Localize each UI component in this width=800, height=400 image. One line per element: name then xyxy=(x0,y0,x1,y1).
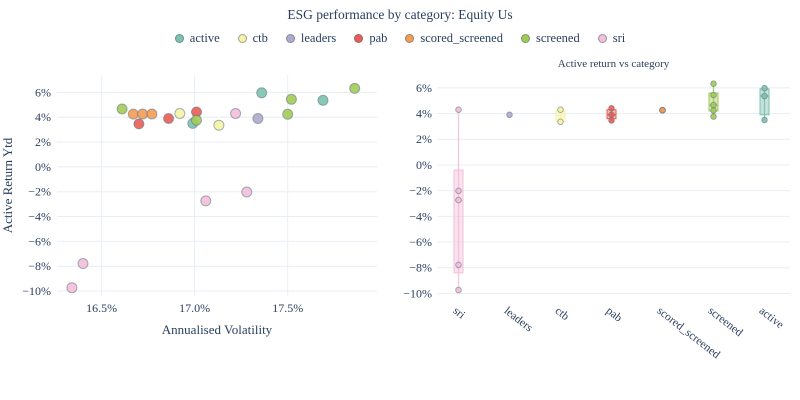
y-tick-label: 6% xyxy=(416,81,432,95)
legend-item-active[interactable]: active xyxy=(174,31,220,46)
data-point-sri[interactable] xyxy=(200,195,212,207)
legend-marker-icon xyxy=(597,34,607,43)
data-point-screened[interactable] xyxy=(116,103,128,115)
legend-item-leaders[interactable]: leaders xyxy=(285,31,337,46)
y-tick-label: −8% xyxy=(409,261,432,275)
legend-item-label: active xyxy=(189,31,220,45)
data-point-sri[interactable] xyxy=(455,196,462,204)
data-point-ctb[interactable] xyxy=(557,118,564,126)
y-tick-label: −10% xyxy=(403,286,432,300)
data-point-screened[interactable] xyxy=(710,107,717,114)
data-point-screened[interactable] xyxy=(349,82,361,94)
y-tick-label: −2% xyxy=(28,185,51,199)
x-tick-label: 17.0% xyxy=(179,301,210,315)
data-point-screened[interactable] xyxy=(282,108,294,120)
legend-item-label: scored_screened xyxy=(420,31,503,45)
box-active[interactable] xyxy=(759,88,770,116)
data-point-screened[interactable] xyxy=(285,93,297,105)
data-point-active[interactable] xyxy=(317,94,329,106)
data-point-pab[interactable] xyxy=(608,104,615,112)
y-axis-title: Active Return Ytd xyxy=(0,137,15,233)
legend-marker-icon xyxy=(174,34,184,43)
data-point-screened[interactable] xyxy=(710,101,717,109)
legend-item-ctb[interactable]: ctb xyxy=(237,31,268,46)
right-subplot-title: Active return vs category xyxy=(557,58,670,70)
y-tick-label: 6% xyxy=(35,85,51,99)
scatter-plot: 6% 4% 2% 0% −2% −4% −6% −8% −10% 16.5% 17.0% 17.5% A… xyxy=(0,75,377,337)
y-tick-label: −2% xyxy=(409,184,432,198)
y-tick-label: 0% xyxy=(35,160,51,174)
legend-item-sri[interactable]: sri xyxy=(597,31,626,46)
data-point-ctb[interactable] xyxy=(213,119,225,131)
data-point-pab[interactable] xyxy=(133,118,145,130)
box-sri[interactable] xyxy=(453,169,464,274)
legend-item-pab[interactable]: pab xyxy=(354,31,387,46)
data-point-ctb[interactable] xyxy=(174,108,186,119)
x-category-label: ctb xyxy=(553,305,572,323)
x-category-label: active xyxy=(757,305,786,331)
data-point-scored_screened[interactable] xyxy=(127,108,139,120)
data-point-sri[interactable] xyxy=(455,286,462,294)
y-tick-label: 4% xyxy=(35,110,51,124)
x-tick-label: 16.5% xyxy=(86,301,117,315)
data-point-leaders[interactable] xyxy=(252,113,264,124)
legend: active ctb leaders pab scored_screened screen… xyxy=(0,31,800,46)
data-point-active[interactable] xyxy=(761,92,768,100)
legend-item-label: screened xyxy=(535,31,580,45)
data-point-scored_screened[interactable] xyxy=(659,106,666,114)
box-plot: 6% 4% 2% 0% −2% −4% −6% −8% −10% sri leaders ctb pab… xyxy=(403,80,790,361)
data-point-sri[interactable] xyxy=(455,106,462,114)
legend-marker-icon xyxy=(405,34,415,43)
data-point-active[interactable] xyxy=(761,84,768,92)
y-tick-label: −8% xyxy=(28,259,51,273)
data-point-screened[interactable] xyxy=(710,113,717,120)
legend-item-label: sri xyxy=(612,31,626,45)
y-tick-label: −4% xyxy=(409,209,432,223)
data-point-pab[interactable] xyxy=(163,113,175,124)
data-point-sri[interactable] xyxy=(66,282,78,294)
data-point-active[interactable] xyxy=(256,87,268,99)
legend-item-label: pab xyxy=(369,31,388,45)
data-point-ctb[interactable] xyxy=(557,106,564,114)
y-tick-label: −10% xyxy=(22,284,51,298)
data-point-scored_screened[interactable] xyxy=(146,108,158,120)
data-point-scored_screened[interactable] xyxy=(137,108,149,120)
legend-marker-icon xyxy=(285,34,295,43)
x-tick-label: 17.5% xyxy=(272,301,303,315)
legend-marker-icon xyxy=(520,34,530,43)
legend-item-scored_screened[interactable]: scored_screened xyxy=(405,31,503,46)
y-tick-label: 4% xyxy=(416,107,432,121)
y-tick-label: −6% xyxy=(409,235,432,249)
data-point-screened[interactable] xyxy=(710,91,717,99)
data-point-sri[interactable] xyxy=(455,261,462,269)
data-point-screened[interactable] xyxy=(191,114,202,126)
data-point-sri[interactable] xyxy=(230,108,242,119)
data-point-leaders[interactable] xyxy=(506,111,513,119)
x-category-label: pab xyxy=(604,305,625,325)
y-tick-label: −6% xyxy=(28,234,51,248)
legend-marker-icon xyxy=(354,34,364,43)
y-tick-label: 2% xyxy=(416,132,432,146)
data-point-screened[interactable] xyxy=(710,80,717,88)
legend-marker-icon xyxy=(237,34,247,43)
x-category-label: sri xyxy=(451,305,467,322)
y-tick-label: 0% xyxy=(416,158,432,172)
x-category-label: screened xyxy=(706,305,745,339)
data-point-pab[interactable] xyxy=(608,117,615,124)
page-title: ESG performance by category: Equity Us xyxy=(287,7,513,22)
y-tick-label: 2% xyxy=(35,135,51,149)
legend-item-label: leaders xyxy=(300,31,337,45)
data-point-sri[interactable] xyxy=(77,258,89,269)
x-axis-title: Annualised Volatility xyxy=(162,322,273,337)
legend-item-screened[interactable]: screened xyxy=(520,31,580,46)
legend-item-label: ctb xyxy=(252,31,268,45)
data-point-sri[interactable] xyxy=(241,186,253,198)
y-tick-label: −4% xyxy=(28,210,51,224)
data-point-sri[interactable] xyxy=(455,187,462,195)
x-category-label: leaders xyxy=(502,305,535,335)
data-point-active[interactable] xyxy=(761,116,768,124)
data-point-pab[interactable] xyxy=(608,111,615,119)
